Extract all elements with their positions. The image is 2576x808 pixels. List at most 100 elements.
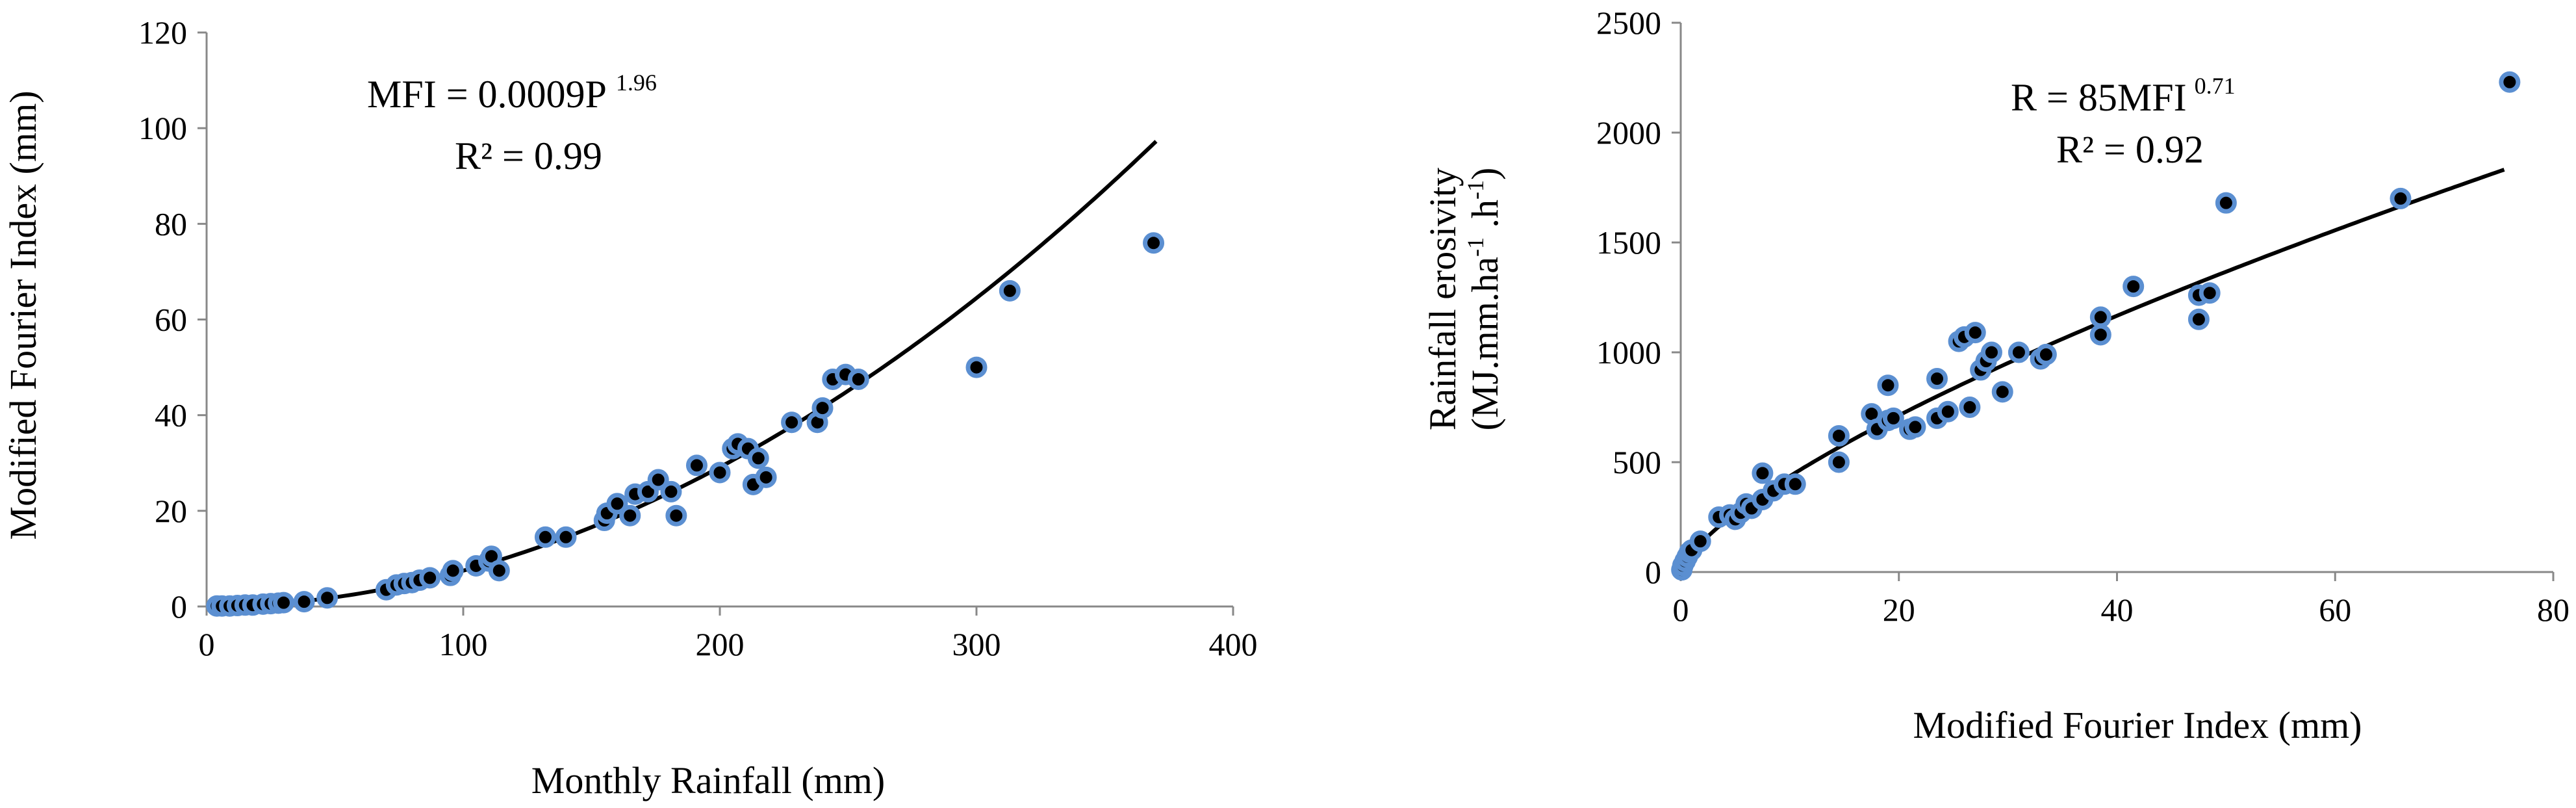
chart-left-data-point: [442, 560, 464, 582]
chart-right-y-ticks: 0 500 1000 1500 2000 2500: [1596, 5, 1681, 590]
chart-right-data-point: [1937, 400, 1959, 423]
chart-right-data-point: [2215, 192, 2237, 214]
chart-left-data-point: [316, 587, 338, 609]
chart-left-data-point: [1143, 232, 1165, 254]
chart-right-data-point: [1877, 374, 1899, 397]
chart-left-y-label: Modified Fourier Index (mm): [2, 90, 44, 540]
chart-left-x-tick-label: 400: [1209, 626, 1258, 662]
chart-right-x-tick-label: 40: [2101, 592, 2134, 628]
chart-right-data-point: [2089, 306, 2111, 328]
chart-right-data-point: [2089, 324, 2111, 346]
chart-left-data-point: [419, 567, 441, 589]
chart-right-y-unit-exp1: -1: [1462, 237, 1488, 257]
chart-right-x-tick-label: 20: [1883, 592, 1915, 628]
chart-left-x-tick-label: 0: [199, 626, 215, 662]
chart-right-y-unit-part1: (MJ.mm.ha: [1464, 257, 1506, 430]
chart-right-data-point: [1784, 473, 1806, 495]
chart-left-data-point: [709, 462, 731, 484]
chart-right-equation-exponent: 0.71: [2195, 73, 2236, 99]
chart-left-data-point: [755, 466, 777, 488]
chart-right-y-unit-part2: .h: [1464, 200, 1506, 237]
chart-right: 0 20 40 60 80 0 500 1000 1500 2000 2500 Modified …: [1422, 5, 2570, 746]
chart-left-r2: R² = 0.99: [455, 135, 602, 177]
chart-left-data-point: [665, 504, 687, 527]
chart-right-y-tick-label: 500: [1613, 444, 1661, 480]
chart-left-y-tick-label: 60: [155, 302, 187, 338]
chart-left-x-tick-label: 200: [696, 626, 745, 662]
chart-right-r2: R² = 0.92: [2056, 128, 2204, 171]
chart-right-y-unit-exp2: -1: [1462, 180, 1488, 200]
chart-right-y-label: Rainfall erosivity: [1422, 168, 1464, 430]
chart-right-y-tick-label: 2000: [1596, 114, 1661, 151]
chart-right-data-point: [1980, 341, 2002, 363]
chart-left-x-tick-label: 300: [952, 626, 1001, 662]
chart-left-x-ticks: 0 100 200 300 400: [199, 606, 1258, 662]
chart-left-y-tick-label: 40: [155, 397, 187, 434]
chart-right-data-point: [1828, 424, 1850, 447]
chart-left-data-point: [811, 397, 834, 419]
chart-right-x-tick-label: 80: [2537, 592, 2570, 628]
chart-right-data-point: [2199, 282, 2221, 304]
chart-left-data-point: [606, 493, 628, 515]
chart-right-data-point: [1964, 322, 1986, 344]
chart-left-data-point: [555, 526, 577, 548]
chart-left-equation-exponent: 1.96: [616, 70, 657, 96]
chart-right-data-point: [1882, 407, 1904, 429]
chart-left-data-point: [660, 480, 682, 502]
chart-left-data-point: [534, 526, 556, 548]
chart-right-y-tick-label: 0: [1645, 554, 1661, 590]
chart-right-x-tick-label: 60: [2319, 592, 2351, 628]
chart-right-data-point: [1828, 451, 1850, 473]
chart-left-y-tick-label: 80: [155, 205, 187, 242]
chart-left-x-tick-label: 100: [439, 626, 488, 662]
chart-right-fit-curve: [1679, 168, 2505, 573]
chart-left-data-point: [685, 454, 708, 476]
chart-right-data-point: [1959, 397, 1981, 418]
chart-right-data-point: [1926, 368, 1948, 390]
chart-right-data-point: [2499, 71, 2521, 93]
chart-right-x-ticks: 0 20 40 60 80: [1673, 572, 2570, 628]
chart-left-data-point: [747, 447, 769, 469]
chart-left-data-point: [847, 368, 869, 390]
chart-left-fit-curve: [207, 140, 1158, 608]
chart-left-data-point: [781, 411, 803, 434]
chart-left-x-label: Monthly Rainfall (mm): [531, 759, 886, 801]
chart-right-data-point: [1991, 381, 2013, 403]
chart-left-equation: MFI = 0.0009P 1.96: [367, 70, 657, 116]
chart-right-data-point: [1904, 416, 1926, 438]
chart-right-y-tick-label: 1000: [1596, 334, 1661, 371]
chart-right-data-point: [2390, 187, 2412, 209]
chart-left-y-tick-label: 120: [138, 14, 187, 51]
chart-left-data-point: [647, 469, 669, 491]
chart-left-equation-base: MFI = 0.0009P: [367, 73, 607, 116]
chart-left-data-point: [965, 356, 988, 378]
chart-left-data-point: [488, 560, 510, 582]
chart-right-x-tick-label: 0: [1673, 592, 1689, 628]
chart-left: 0 100 200 300 400 0 20 40 60 80 100 120 Monthly Ra…: [2, 14, 1258, 801]
chart-left-points: [206, 232, 1165, 617]
chart-left-y-tick-label: 100: [138, 110, 187, 146]
chart-left-data-point: [999, 280, 1021, 302]
chart-left-y-tick-label: 0: [171, 588, 187, 625]
chart-right-data-point: [2035, 343, 2057, 365]
chart-right-equation-base: R = 85MFI: [2011, 76, 2187, 119]
chart-right-y-unit: (MJ.mm.ha-1 .h-1): [1462, 168, 1506, 431]
chart-left-data-point: [273, 592, 294, 614]
chart-left-data-point: [293, 591, 315, 613]
chart-right-data-point: [2187, 308, 2210, 330]
chart-right-data-point: [1689, 530, 1711, 553]
chart-left-y-ticks: 0 20 40 60 80 100 120: [138, 14, 207, 625]
chart-right-data-point: [1752, 462, 1774, 484]
chart-left-y-tick-label: 20: [155, 493, 187, 529]
chart-right-data-point: [2123, 276, 2145, 298]
chart-right-data-point: [2008, 341, 2030, 363]
chart-right-x-label: Modified Fourier Index (mm): [1913, 704, 2362, 746]
chart-right-y-tick-label: 2500: [1596, 5, 1661, 41]
chart-left-data-point: [619, 504, 641, 527]
chart-right-y-tick-label: 1500: [1596, 224, 1661, 261]
chart-right-y-unit-end: ): [1464, 168, 1506, 180]
chart-right-equation: R = 85MFI 0.71: [2011, 73, 2236, 119]
chart-left-axes: [205, 33, 1233, 608]
chart-right-points: [1671, 71, 2521, 581]
